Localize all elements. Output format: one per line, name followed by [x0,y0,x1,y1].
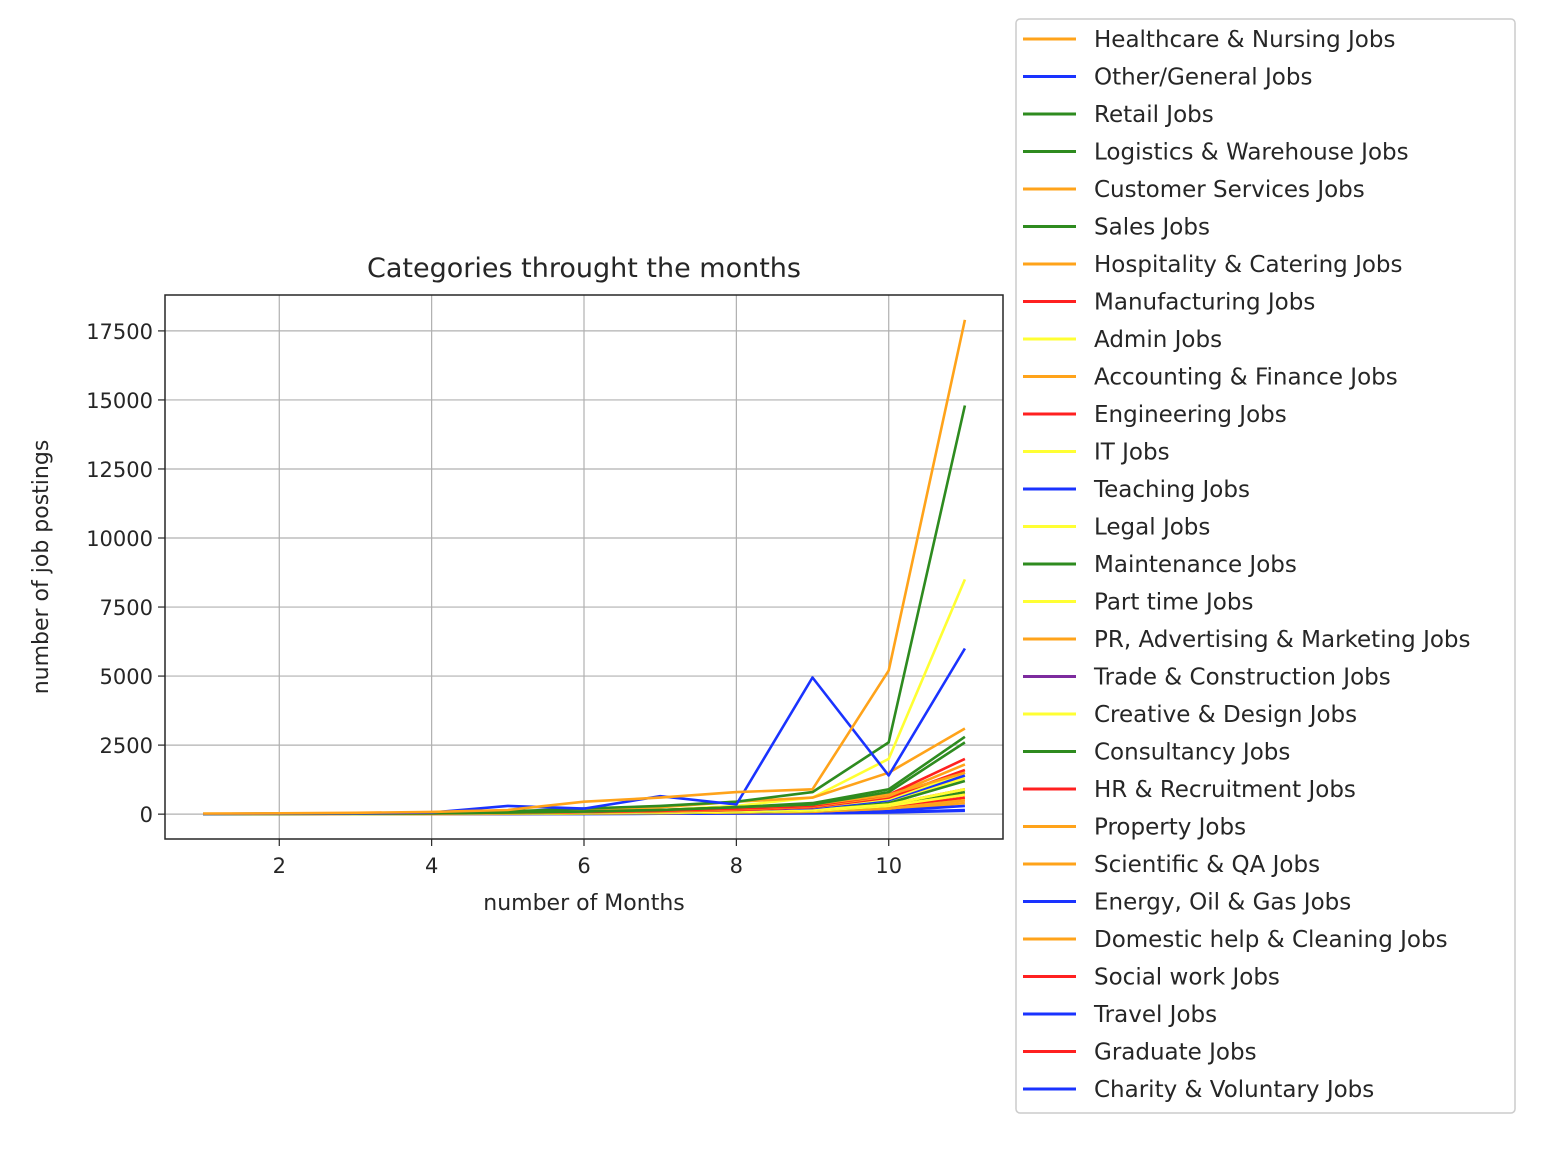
legend-entry: Maintenance Jobs [1094,552,1297,578]
legend-entry: Graduate Jobs [1094,1040,1257,1066]
plot-series [203,319,967,816]
legend-entry: Teaching Jobs [1093,477,1250,503]
y-tick-label: 5000 [100,665,153,689]
y-tick-label: 12500 [86,458,153,482]
legend-entry: Travel Jobs [1093,1002,1217,1028]
x-tick-label: 4 [425,854,438,878]
y-tick-label: 15000 [86,389,153,413]
y-axis-label: number of job postings [29,440,54,695]
legend-entry: Scientific & QA Jobs [1094,852,1320,878]
legend-entry: Logistics & Warehouse Jobs [1094,140,1409,166]
legend-entry: Admin Jobs [1094,327,1222,353]
y-tick-label: 2500 [100,734,153,758]
legend-entry: Sales Jobs [1094,215,1210,241]
legend-entry: Legal Jobs [1094,515,1210,541]
x-tick-label: 10 [875,854,902,878]
legend-entry: Charity & Voluntary Jobs [1094,1077,1374,1103]
y-tick-label: 0 [140,803,153,827]
legend-entry: Property Jobs [1094,815,1246,841]
legend-entry: IT Jobs [1094,440,1170,466]
legend: Healthcare & Nursing Jobs Other/General J… [1015,18,1516,1114]
legend-entry: Creative & Design Jobs [1094,702,1357,728]
legend-entry: Engineering Jobs [1094,402,1287,428]
legend-entry: Consultancy Jobs [1094,740,1290,766]
legend-entry: Healthcare & Nursing Jobs [1094,27,1395,53]
legend-entry: Social work Jobs [1094,965,1280,991]
legend-entry: Part time Jobs [1094,590,1253,616]
legend-entry: Domestic help & Cleaning Jobs [1094,927,1448,953]
grid-lines [165,295,1003,839]
x-tick-label: 6 [577,854,590,878]
legend-entry: Other/General Jobs [1094,65,1312,91]
axis-ticks: 2 4 6 8 10 0 2500 5000 7500 10000 12500 15000 17500 [86,320,902,878]
legend-entry: Accounting & Finance Jobs [1094,365,1398,391]
legend-entry: PR, Advertising & Marketing Jobs [1094,627,1471,653]
x-tick-label: 2 [273,854,286,878]
y-tick-label: 7500 [100,596,153,620]
x-axis-label: number of Months [483,891,684,916]
legend-entry: Hospitality & Catering Jobs [1094,252,1403,278]
x-tick-label: 8 [730,854,743,878]
series-line [203,319,967,815]
legend-entry: Energy, Oil & Gas Jobs [1094,890,1351,916]
legend-entry: Customer Services Jobs [1094,177,1365,203]
chart-title: Categories throught the months [367,253,801,284]
legend-entry: Trade & Construction Jobs [1093,665,1391,691]
legend-entry: Retail Jobs [1094,102,1214,128]
y-tick-label: 17500 [86,320,153,344]
y-tick-label: 10000 [86,527,153,551]
legend-entry: HR & Recruitment Jobs [1094,777,1356,803]
legend-entry: Manufacturing Jobs [1094,290,1315,316]
legend-box [1015,18,1516,1114]
